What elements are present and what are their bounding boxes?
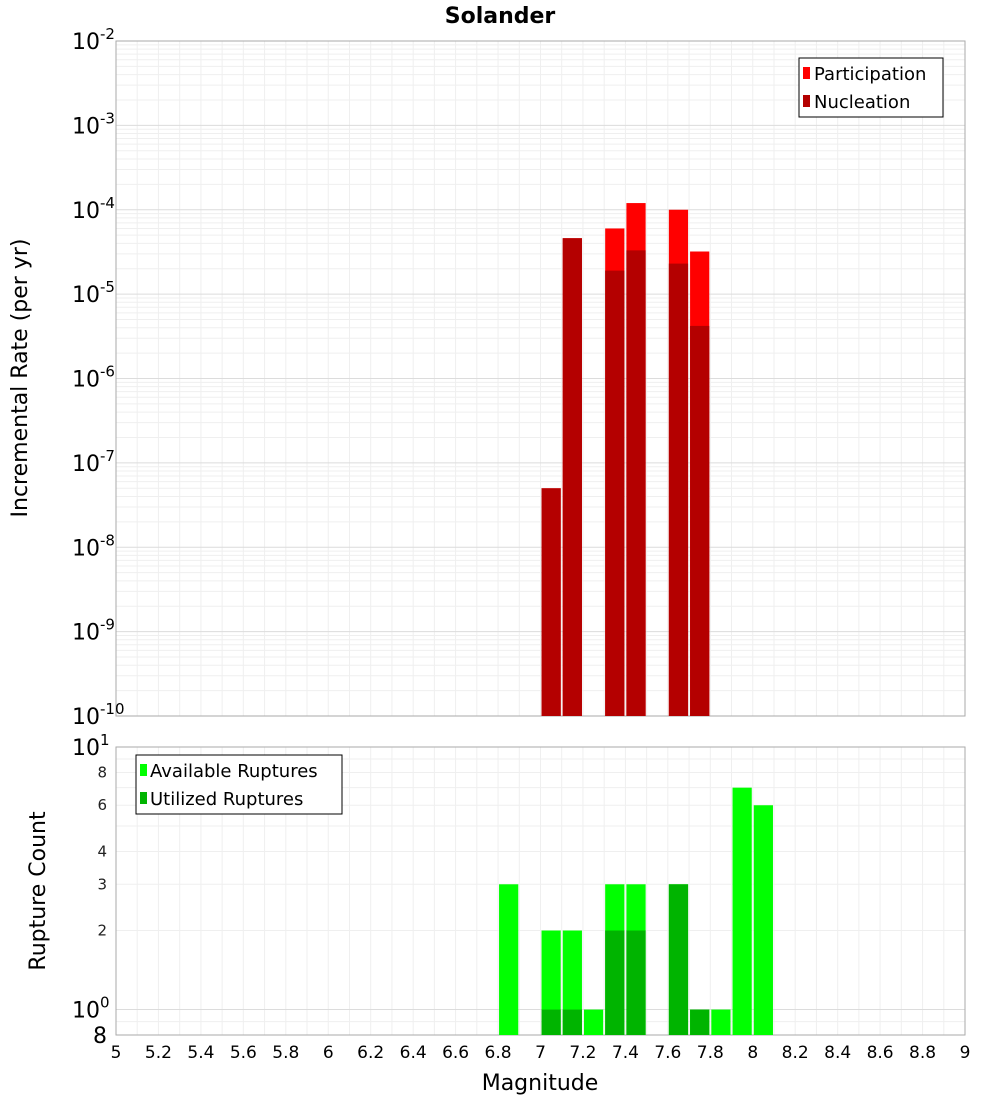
rate-y-tick-label: 10-9 bbox=[72, 616, 115, 646]
legend-swatch-nucleation bbox=[803, 95, 810, 107]
legend-label-participation: Participation bbox=[814, 64, 926, 85]
legend-label-utilized: Utilized Ruptures bbox=[150, 789, 303, 810]
rate-y-ticks: 10-2 10-3 10-4 10-5 10-6 10-7 10-8 10-9 10-10 bbox=[72, 25, 125, 730]
rate-y-tick-label: 10-7 bbox=[72, 447, 115, 477]
x-tick-label: 6.2 bbox=[357, 1043, 384, 1063]
nucleation-bar bbox=[626, 250, 646, 717]
legend-label-available: Available Ruptures bbox=[150, 761, 318, 782]
nucleation-bar bbox=[668, 263, 689, 716]
rate-bars bbox=[541, 203, 710, 717]
count-y-tick-label: 6 bbox=[97, 796, 107, 814]
legend-swatch-participation bbox=[803, 67, 810, 79]
rate-y-tick-label: 10-4 bbox=[72, 194, 115, 224]
x-tick-label: 6.6 bbox=[442, 1043, 469, 1063]
available-ruptures-bar bbox=[562, 930, 582, 1035]
available-ruptures-bar bbox=[711, 1009, 731, 1035]
utilized-ruptures-bar bbox=[605, 930, 625, 1035]
rate-y-axis-label: Incremental Rate (per yr) bbox=[8, 239, 33, 518]
x-tick-label: 5.6 bbox=[230, 1043, 257, 1063]
count-legend: Available Ruptures Utilized Ruptures bbox=[135, 754, 343, 815]
utilized-ruptures-bar bbox=[668, 884, 689, 1035]
rate-y-tick-label: 10-5 bbox=[72, 278, 115, 308]
rate-plot-grid bbox=[115, 41, 966, 717]
x-tick-label: 8 bbox=[747, 1043, 758, 1063]
x-tick-label: 7.6 bbox=[654, 1043, 681, 1063]
count-y-tick-label: 100 bbox=[72, 994, 110, 1024]
count-y-tick-label: 8 bbox=[97, 763, 107, 781]
x-tick-label: 6 bbox=[323, 1043, 334, 1063]
x-tick-label: 9 bbox=[960, 1043, 971, 1063]
x-tick-label: 7.4 bbox=[612, 1043, 639, 1063]
rate-y-tick-label: 10-10 bbox=[72, 700, 125, 730]
x-tick-label: 8.4 bbox=[824, 1043, 851, 1063]
x-tick-label: 5 bbox=[111, 1043, 122, 1063]
available-ruptures-bar bbox=[499, 884, 519, 1035]
legend-label-nucleation: Nucleation bbox=[814, 92, 910, 113]
x-tick-label: 7.8 bbox=[697, 1043, 724, 1063]
x-tick-label: 6.4 bbox=[400, 1043, 427, 1063]
count-y-tick-label: 4 bbox=[97, 842, 107, 860]
available-ruptures-bar bbox=[583, 1009, 604, 1035]
magnitude-x-ticks: 5 5.2 5.4 5.6 5.8 6 6.2 6.4 6.6 6.8 7 7.2 7.4 7.6 7.8 8… bbox=[111, 1043, 971, 1063]
available-ruptures-bar bbox=[753, 805, 773, 1035]
available-ruptures-bar bbox=[732, 787, 752, 1035]
count-y-tick-label: 8 bbox=[93, 1024, 107, 1049]
utilized-ruptures-bar bbox=[562, 1009, 582, 1035]
count-bars bbox=[499, 787, 773, 1035]
rate-y-tick-label: 10-3 bbox=[72, 109, 115, 139]
x-tick-label: 7.2 bbox=[569, 1043, 596, 1063]
rate-y-tick-label: 10-8 bbox=[72, 531, 115, 561]
x-tick-label: 8.2 bbox=[782, 1043, 809, 1063]
count-y-tick-label: 3 bbox=[97, 875, 107, 893]
x-tick-label: 5.2 bbox=[145, 1043, 172, 1063]
nucleation-bar bbox=[562, 238, 582, 716]
rate-plot-area bbox=[115, 40, 966, 717]
x-tick-label: 8.8 bbox=[909, 1043, 936, 1063]
x-axis-label: Magnitude bbox=[482, 1071, 599, 1096]
count-plot-area bbox=[115, 746, 966, 1036]
utilized-ruptures-bar bbox=[541, 1009, 561, 1035]
count-y-tick-label: 101 bbox=[72, 731, 110, 761]
available-ruptures-bar bbox=[541, 930, 561, 1035]
x-tick-label: 5.4 bbox=[187, 1043, 214, 1063]
utilized-ruptures-bar bbox=[626, 930, 646, 1035]
legend-swatch-available bbox=[140, 764, 147, 776]
nucleation-bar bbox=[690, 325, 710, 716]
x-tick-label: 5.8 bbox=[272, 1043, 299, 1063]
legend-swatch-utilized bbox=[140, 792, 147, 804]
count-y-tick-label: 2 bbox=[97, 922, 107, 940]
utilized-ruptures-bar bbox=[690, 1009, 710, 1035]
x-tick-label: 7 bbox=[535, 1043, 546, 1063]
rate-legend: Participation Nucleation bbox=[798, 57, 944, 118]
nucleation-bar bbox=[605, 270, 625, 716]
x-tick-label: 6.8 bbox=[485, 1043, 512, 1063]
rate-y-tick-label: 10-6 bbox=[72, 363, 115, 393]
rate-y-tick-label: 10-2 bbox=[72, 25, 115, 55]
count-y-axis-label: Rupture Count bbox=[26, 811, 51, 971]
nucleation-bar bbox=[541, 488, 561, 716]
chart-title: Solander bbox=[445, 4, 556, 29]
x-tick-label: 8.6 bbox=[867, 1043, 894, 1063]
